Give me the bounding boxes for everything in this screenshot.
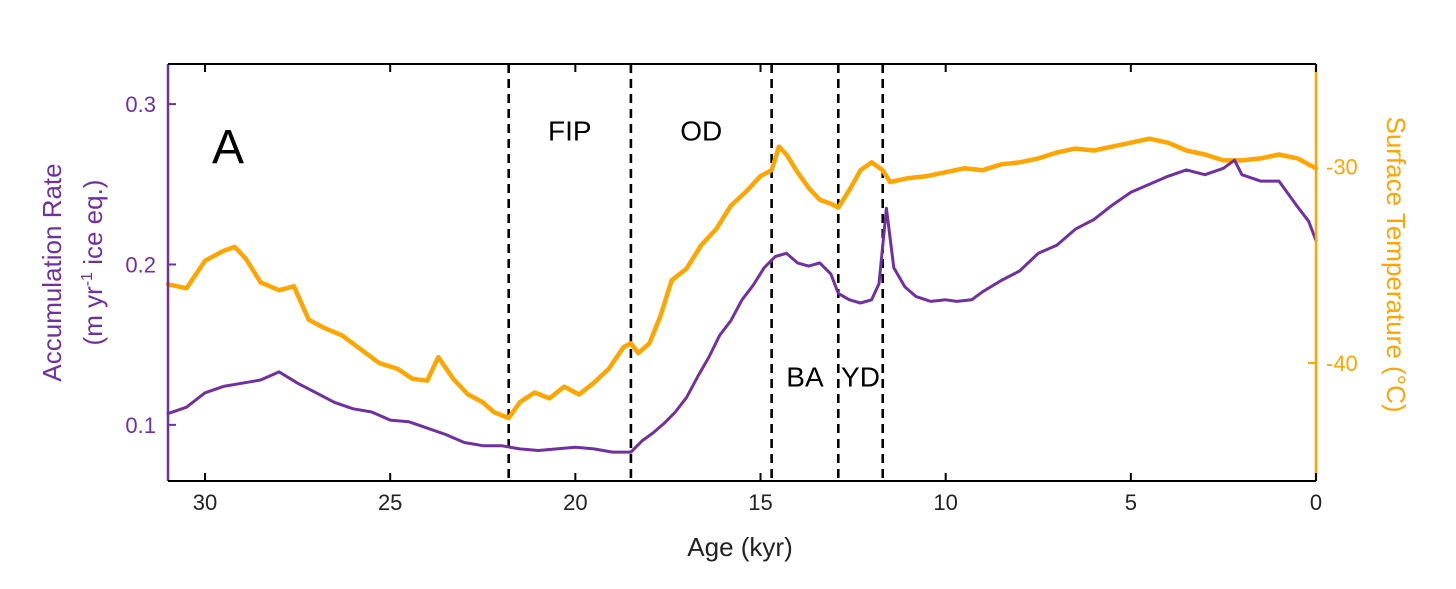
x-tick-label: 30 [193, 490, 217, 515]
x-tick-label: 5 [1125, 490, 1137, 515]
x-tick-label: 0 [1310, 490, 1322, 515]
y-left-tick-label: 0.3 [125, 92, 156, 117]
y-left-tick-label: 0.1 [125, 413, 156, 438]
y-right-tick-label: -30 [1326, 154, 1358, 179]
y-left-unit-suffix: ice eq.) [78, 180, 108, 273]
y-left-axis-unit-label: (m yr-1 ice eq.) [78, 180, 108, 346]
period-annotation: YD [841, 362, 880, 393]
y-left-unit-prefix: (m yr [78, 286, 108, 346]
x-axis-label: Age (kyr) [687, 532, 792, 562]
surface-temperature-line [165, 136, 1319, 421]
axes [166, 63, 1318, 482]
period-annotation: FIP [548, 116, 592, 147]
y-left-unit-superscript: -1 [79, 272, 96, 286]
accumulation-rate-line [166, 158, 1318, 454]
series-lines [165, 136, 1319, 454]
period-annotation: BA [786, 362, 824, 393]
labels: 30 25 20 15 10 5 0 0.1 0.2 0.3 -40 -30 Age (kyr) Accu… [37, 92, 1411, 562]
y-left-axis-label: Accumulation Rate [37, 163, 67, 381]
x-tick-label: 10 [933, 490, 957, 515]
x-tick-label: 20 [563, 490, 587, 515]
y-left-tick-label: 0.2 [125, 252, 156, 277]
event-boundaries [507, 64, 885, 481]
x-tick-label: 25 [378, 490, 402, 515]
y-right-axis-label: Surface Temperature (°C) [1381, 116, 1411, 412]
y-right-tick-label: -40 [1326, 351, 1358, 376]
panel-label: A [212, 121, 244, 174]
period-annotation: OD [680, 116, 722, 147]
x-tick-label: 15 [748, 490, 772, 515]
